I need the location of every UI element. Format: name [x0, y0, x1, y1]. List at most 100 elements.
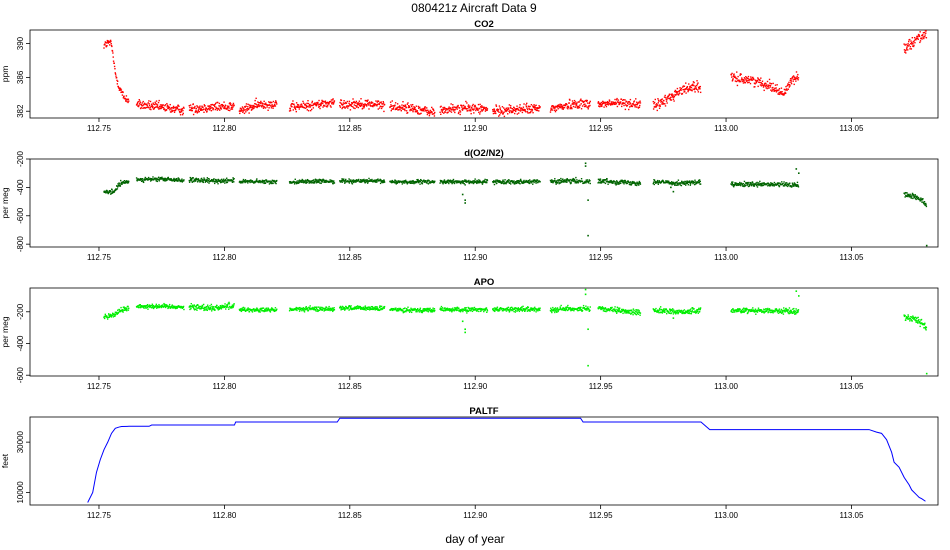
data-point	[624, 180, 627, 182]
data-point	[377, 108, 379, 110]
data-point	[699, 85, 702, 88]
data-point	[731, 184, 733, 186]
data-point	[550, 307, 552, 309]
data-point	[481, 307, 483, 310]
data-point	[692, 81, 695, 83]
data-point	[556, 311, 558, 314]
data-point	[108, 44, 111, 46]
data-point	[247, 307, 249, 309]
data-point	[574, 101, 577, 103]
data-point	[316, 309, 319, 311]
data-point	[464, 307, 466, 309]
data-point	[623, 181, 626, 183]
data-point	[526, 107, 528, 109]
data-point	[431, 180, 434, 182]
data-point	[749, 78, 751, 81]
data-point	[551, 180, 554, 182]
data-point	[125, 308, 127, 310]
data-point	[906, 195, 908, 197]
data-point	[202, 181, 205, 184]
data-point	[358, 102, 360, 105]
data-point	[673, 100, 675, 102]
data-point	[173, 109, 175, 112]
data-point	[209, 105, 212, 108]
data-point	[359, 307, 361, 309]
data-point	[909, 48, 911, 50]
data-point	[404, 307, 406, 309]
data-point	[200, 107, 202, 110]
data-point	[770, 182, 772, 184]
data-point	[780, 87, 783, 89]
data-point	[169, 109, 171, 111]
data-point	[342, 179, 344, 182]
data-point	[484, 110, 487, 112]
data-point	[231, 106, 233, 109]
data-point	[519, 106, 521, 109]
data-point	[368, 101, 371, 103]
data-point	[693, 84, 695, 87]
data-point	[213, 105, 216, 108]
data-point	[227, 109, 230, 111]
data-point	[569, 107, 571, 110]
data-point	[697, 89, 699, 91]
data-point	[766, 80, 769, 83]
data-point	[265, 307, 268, 309]
data-point	[652, 108, 655, 110]
data-point	[399, 108, 401, 111]
data-point	[208, 105, 211, 107]
data-point	[353, 307, 355, 309]
data-point	[601, 179, 604, 181]
data-point	[784, 183, 787, 186]
data-point	[443, 112, 445, 114]
data-point	[219, 179, 222, 181]
data-point	[174, 109, 177, 112]
data-point	[274, 101, 276, 104]
data-point	[694, 87, 696, 89]
data-point	[769, 82, 771, 84]
data-point	[273, 105, 275, 107]
data-point	[383, 103, 386, 106]
data-point	[136, 103, 138, 106]
data-point	[296, 180, 298, 182]
data-point	[157, 306, 159, 309]
data-point	[156, 177, 158, 180]
data-point	[522, 181, 524, 183]
data-point	[736, 71, 738, 73]
data-point	[316, 179, 318, 181]
data-point	[510, 105, 512, 107]
data-point	[480, 106, 482, 109]
data-point	[370, 102, 373, 104]
data-point	[910, 197, 913, 199]
data-point	[208, 308, 211, 311]
data-point	[374, 309, 376, 311]
data-point	[910, 196, 912, 198]
data-point	[174, 106, 176, 109]
data-point	[918, 35, 921, 38]
x-tick-label: 112.90	[463, 382, 487, 391]
data-point	[606, 178, 608, 180]
data-point	[484, 107, 486, 109]
data-point	[656, 104, 658, 107]
data-point	[698, 180, 700, 182]
data-point	[359, 181, 362, 183]
data-point	[299, 105, 302, 107]
data-point	[176, 106, 178, 108]
data-point	[205, 306, 207, 309]
data-point	[307, 179, 310, 182]
data-point	[348, 102, 350, 105]
data-point	[461, 309, 463, 312]
data-point	[339, 101, 341, 104]
data-point	[451, 108, 453, 111]
data-point	[319, 182, 321, 184]
data-point	[314, 308, 317, 311]
data-point	[462, 182, 464, 184]
data-point	[215, 181, 218, 183]
data-point	[214, 309, 216, 311]
data-point	[486, 179, 488, 181]
data-point	[328, 305, 330, 308]
data-point	[272, 105, 274, 108]
data-point	[306, 308, 308, 310]
data-point	[111, 50, 114, 52]
data-point	[348, 105, 350, 107]
